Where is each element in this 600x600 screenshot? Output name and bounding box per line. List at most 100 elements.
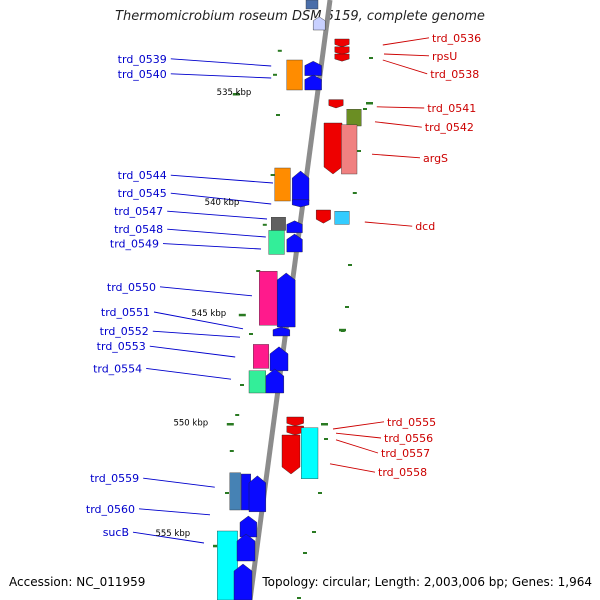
leader-line — [170, 58, 272, 67]
leader-line — [138, 508, 211, 516]
gene-label-right: trd_0556 — [384, 432, 433, 445]
tick-mark — [262, 223, 267, 226]
gene-block — [268, 230, 285, 255]
gene-label-left: trd_0549 — [110, 238, 159, 251]
gene-label-right: rpsU — [432, 50, 457, 63]
leader-line — [146, 367, 232, 380]
tick-mark — [229, 450, 234, 452]
leader-line — [132, 531, 205, 544]
gene-label-right: trd_0538 — [430, 68, 479, 81]
gene-block — [286, 59, 303, 91]
gene-arrow — [304, 74, 322, 91]
gene-label-left: trd_0554 — [93, 362, 142, 375]
leader-line — [149, 345, 236, 358]
tick-mark — [318, 492, 322, 494]
gene-label-left: trd_0551 — [101, 306, 150, 319]
gene-label-left: trd_0559 — [90, 472, 139, 485]
leader-line — [332, 421, 385, 430]
leader-line — [335, 432, 382, 439]
accession-text: Accession: NC_011959 — [9, 575, 146, 589]
gene-label-left: trd_0548 — [114, 223, 163, 236]
gene-arrow — [248, 475, 266, 512]
leader-line — [364, 221, 413, 227]
gene-label-left: trd_0540 — [118, 68, 167, 81]
gene-label-left: trd_0560 — [86, 503, 135, 516]
gene-arrow — [239, 515, 257, 538]
gene-arrow — [334, 53, 350, 62]
gene-features — [216, 0, 362, 600]
gene-label-right: dcd — [415, 220, 435, 233]
gene-arrow — [313, 16, 326, 31]
leader-line — [170, 73, 272, 79]
tick-mark — [357, 150, 361, 152]
gene-arrow — [334, 38, 350, 48]
scale-label: 540 kbp — [205, 198, 240, 208]
leader-line — [167, 210, 268, 220]
gene-block — [216, 530, 238, 600]
major-tick-mark — [232, 93, 240, 96]
gene-label-right: trd_0558 — [378, 466, 427, 479]
gene-label-left: trd_0547 — [114, 205, 163, 218]
tick-mark — [256, 270, 261, 272]
leader-line — [159, 286, 253, 297]
gene-label-right: trd_0536 — [432, 32, 481, 45]
gene-arrow — [233, 563, 253, 600]
tick-mark — [363, 108, 367, 110]
leader-line — [170, 192, 272, 205]
tick-mark — [303, 552, 307, 554]
leader-line — [162, 243, 262, 250]
gene-arrow — [328, 99, 344, 109]
scale-label: 535 kbp — [217, 88, 252, 98]
leader-line — [170, 174, 274, 184]
gene-block — [341, 124, 358, 175]
leader-line — [376, 106, 425, 109]
tick-mark — [277, 49, 282, 52]
leader-line — [383, 53, 430, 57]
gene-arrow — [277, 272, 296, 328]
tick-mark — [273, 73, 277, 76]
gene-arrow — [281, 434, 301, 475]
gene-label-left: trd_0545 — [118, 187, 167, 200]
gene-label-right: trd_0557 — [381, 447, 430, 460]
gene-block — [271, 216, 286, 231]
leader-line — [329, 463, 376, 473]
gene-block — [274, 167, 291, 202]
scale-labels: 535 kbp 540 kbp 545 kbp 550 kbp 555 kbp — [155, 88, 251, 539]
tick-mark — [270, 174, 275, 176]
gene-block — [301, 427, 319, 479]
gene-arrow — [236, 533, 256, 562]
major-tick-mark — [366, 102, 373, 105]
leader-line — [335, 439, 379, 454]
genome-summary-text: Topology: circular; Length: 2,003,006 bp… — [262, 575, 592, 589]
gene-label-left: sucB — [103, 526, 129, 539]
gene-label-left: trd_0552 — [100, 325, 149, 338]
major-tick-mark — [321, 423, 328, 426]
major-tick-mark — [226, 423, 234, 426]
leader-line — [382, 37, 430, 46]
gene-label-left: trd_0539 — [118, 53, 167, 66]
scale-label: 555 kbp — [155, 529, 190, 539]
tick-mark — [297, 597, 301, 599]
gene-arrow — [286, 220, 303, 234]
tick-mark — [348, 264, 352, 266]
map-title: Thermomicrobium roseum DSM 5159, complet… — [115, 9, 485, 24]
gene-label-right: trd_0541 — [427, 102, 476, 115]
gene-block — [248, 370, 266, 394]
leader-line — [371, 153, 421, 159]
gene-arrow — [272, 326, 290, 337]
gene-arrow — [323, 122, 343, 175]
gene-block — [346, 108, 362, 127]
gene-label-left: trd_0550 — [107, 281, 156, 294]
tick-mark — [235, 414, 240, 416]
leader-line — [167, 228, 266, 238]
leader-line — [382, 59, 428, 75]
tick-mark — [249, 333, 253, 335]
gene-arrow — [316, 209, 331, 224]
gene-arrow — [292, 199, 310, 208]
tick-mark — [276, 114, 280, 116]
tick-mark — [324, 438, 328, 440]
tick-mark — [352, 192, 357, 194]
gene-label-left: trd_0544 — [118, 169, 167, 182]
